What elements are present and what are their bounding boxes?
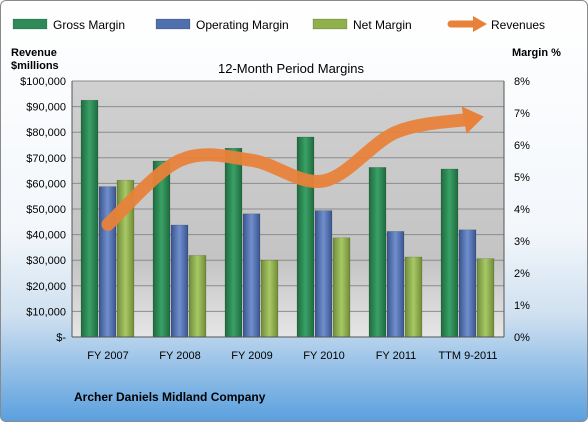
company-name: Archer Daniels Midland Company [74,390,266,404]
x-tick-label: FY 2008 [159,350,200,362]
left-tick-label: $90,000 [26,102,66,114]
axes: $- $10,000 $20,000 $30,000 $40,000 $50,000 $60… [20,76,530,362]
revenues-line [101,112,475,231]
operating-margin-bar [386,231,405,338]
revenues-arrowhead [461,106,484,134]
right-tick-label: 4% [514,204,530,216]
operating-margin-legend-swatch [155,18,191,30]
operating-margin-bar [170,224,189,338]
left-tick-label: $50,000 [26,204,66,216]
gross-margin-bar [224,147,243,338]
revenues-legend-label: Revenues [491,18,545,32]
net-margin-bar [260,259,279,338]
left-tick-label: $30,000 [26,255,66,267]
gross-margin-bar [152,160,171,338]
chart-title: 12-Month Period Margins [218,61,364,76]
gross-margin-bar [296,136,315,338]
net-margin-bar [188,255,207,338]
right-tick-label: 8% [514,76,530,88]
operating-margin-bar [458,229,477,338]
left-tick-label: $80,000 [26,127,66,139]
gross-margin-bar [368,167,387,338]
left-tick-label: $100,000 [20,76,66,88]
operating-margin-legend-label: Operating Margin [196,18,289,32]
left-tick-label: $20,000 [26,281,66,293]
revenues-legend-arrow [473,16,487,32]
gross-margin-bar [80,99,99,338]
x-tick-label: FY 2011 [376,350,417,362]
gridlines [72,80,504,338]
right-tick-label: 3% [514,236,530,248]
right-tick-label: 2% [514,268,530,280]
left-axis-title-line1: Revenue [11,47,57,59]
net-margin-legend-label: Net Margin [353,18,412,32]
left-tick-label: $10,000 [26,306,66,318]
net-margin-bar [332,237,351,338]
net-margin-bar [404,256,423,338]
right-tick-label: 0% [514,332,530,344]
right-tick-label: 1% [514,300,530,312]
left-axis-title-line2: $millions [11,60,59,72]
x-tick-label: TTM 9-2011 [438,350,497,362]
right-tick-label: 7% [514,108,530,120]
right-tick-label: 6% [514,140,530,152]
net-margin-bar [476,258,495,338]
operating-margin-bar [242,213,261,338]
gross-margin-bar [440,168,459,338]
gross-margin-legend-label: Gross Margin [53,18,125,32]
left-tick-label: $70,000 [26,153,66,165]
x-tick-label: FY 2010 [303,350,344,362]
x-tick-label: FY 2007 [87,350,128,362]
gross-margin-legend-swatch [12,18,48,30]
revenue-line [101,106,484,231]
left-tick-label: $60,000 [26,178,66,190]
operating-margin-bar [98,186,117,338]
net-margin-legend-swatch [312,18,348,30]
x-tick-label: FY 2009 [231,350,272,362]
left-tick-label: $- [56,332,66,344]
operating-margin-bar [314,210,333,338]
right-tick-label: 5% [514,172,530,184]
legend: Gross Margin Operating Margin Net Margin Re… [12,16,545,32]
left-tick-label: $40,000 [26,230,66,242]
right-axis-title: Margin % [512,47,561,59]
